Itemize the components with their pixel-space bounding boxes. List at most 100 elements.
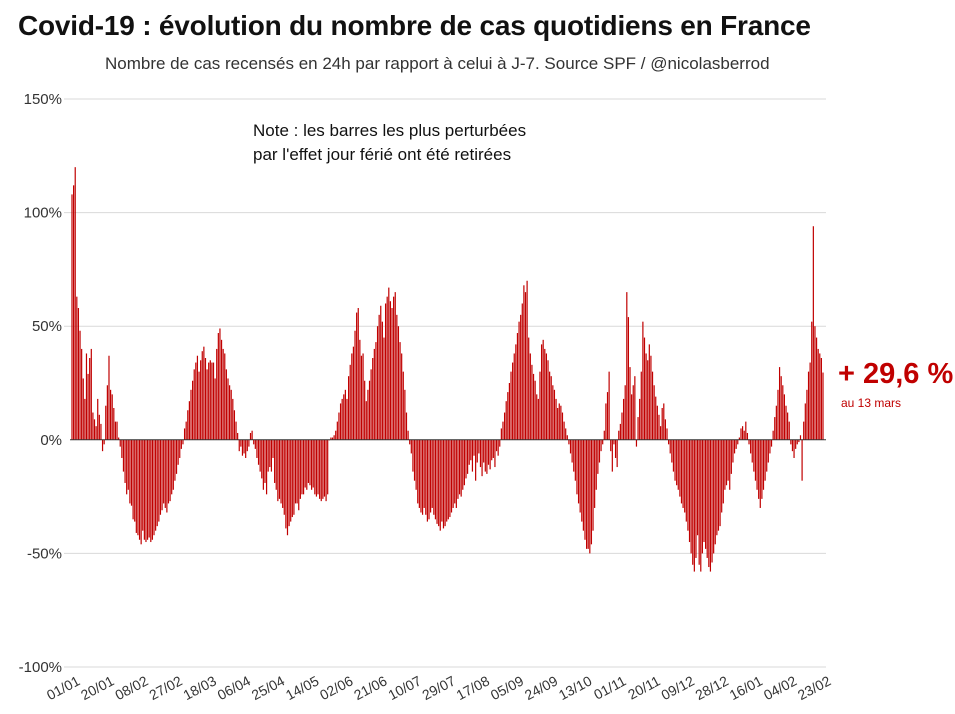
bar [241,439,244,456]
bar [568,439,570,445]
bar [306,439,308,490]
bar [721,439,723,513]
bar [230,389,232,440]
bar [740,428,742,440]
bar [700,439,702,572]
bar [589,439,591,554]
bar [257,439,260,465]
bar [124,439,126,483]
bar [150,439,152,543]
bar [537,398,539,440]
bar [278,439,281,499]
bar [74,167,76,440]
bar [431,439,433,508]
x-tick-label: 24/09 [522,672,561,703]
bar [341,398,343,440]
bar [624,385,626,440]
bar [738,437,740,440]
bar [705,439,707,549]
bar [220,339,223,440]
bar [265,439,268,495]
bar [393,296,395,440]
chart-subtitle: Nombre de cas recensés en 24h par rappor… [105,54,770,73]
bar [529,353,531,440]
bar [754,439,757,481]
bar [198,371,200,440]
bar [169,439,171,502]
bar [378,314,380,440]
bar [259,439,261,472]
bar [814,326,816,440]
bar [272,439,274,458]
bar [206,369,208,440]
bar [164,439,166,508]
bar [560,405,562,440]
bar [204,358,207,440]
bar-series [71,167,824,572]
bar [386,296,388,440]
bar [661,407,663,440]
bar [319,439,321,499]
bar [344,389,346,440]
bar [491,439,493,461]
bar [138,439,141,540]
bar [296,439,298,504]
bar [598,439,601,463]
bar [690,439,692,554]
bar [325,439,327,502]
y-tick-label: 150% [24,91,62,108]
bar [622,398,625,440]
bar [476,439,478,463]
bar [97,398,99,440]
bar [95,426,97,440]
bar [595,439,597,490]
bar [85,353,88,440]
bar [79,330,81,440]
bar [489,439,491,470]
bar [648,344,650,440]
bar [233,410,236,440]
bar [672,439,675,472]
bar [237,432,239,440]
bar [343,394,345,440]
bar [613,439,615,445]
bar [748,439,750,445]
bar [89,358,91,440]
bar [225,369,227,440]
x-axis-ticks: 01/0120/0108/0227/0218/0306/0425/0414/05… [44,672,834,703]
bar [180,439,182,449]
bar [433,439,435,515]
bar [212,362,215,440]
bar [531,364,533,440]
bar [114,421,117,440]
bar [211,362,213,440]
bar [616,439,618,468]
bar [807,371,810,440]
bar [193,369,195,440]
x-tick-label: 16/01 [727,672,766,703]
bar [105,405,107,440]
bar [677,439,679,490]
bar [140,439,142,545]
x-tick-label: 06/04 [215,672,254,703]
bar [716,439,718,536]
y-tick-label: 0% [40,432,62,449]
bar [767,439,769,463]
bar [434,439,437,520]
bar [153,439,155,536]
x-tick-label: 02/06 [317,672,356,703]
bar [475,439,477,481]
x-tick-label: 04/02 [761,672,800,703]
bar [663,403,665,440]
bar [412,439,414,472]
bar [166,439,168,513]
bar [155,439,157,531]
bar [81,348,83,440]
bar [87,373,89,440]
bar [293,439,295,515]
bar [364,380,366,440]
bar [151,439,154,540]
bar [359,339,361,440]
bar [503,412,506,440]
bar [384,303,387,440]
